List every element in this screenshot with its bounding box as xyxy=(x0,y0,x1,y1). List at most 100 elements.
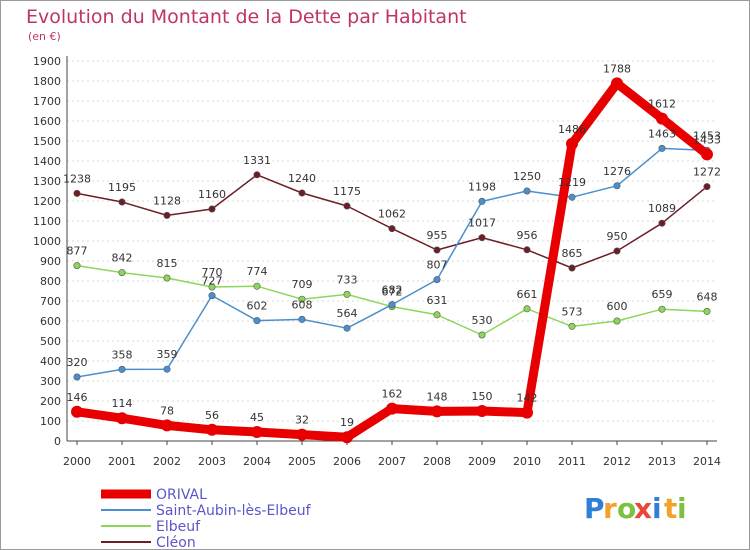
data-label: 608 xyxy=(292,298,313,311)
data-point xyxy=(71,405,83,418)
data-label: 602 xyxy=(247,300,268,313)
data-label: 573 xyxy=(562,305,583,318)
data-point xyxy=(116,412,128,425)
logo-letter: t xyxy=(664,492,677,525)
data-label: 530 xyxy=(472,314,493,327)
y-tick-label: 600 xyxy=(40,315,61,328)
data-label: 1453 xyxy=(693,129,721,142)
data-label: 56 xyxy=(205,409,219,422)
data-point xyxy=(658,144,666,152)
data-point xyxy=(433,246,441,254)
data-label: 1788 xyxy=(603,62,631,75)
data-point xyxy=(433,276,441,284)
data-point xyxy=(208,205,216,213)
data-label: 146 xyxy=(67,391,88,404)
data-point xyxy=(163,274,171,282)
data-label: 727 xyxy=(202,275,223,288)
data-label: 150 xyxy=(472,390,493,403)
x-tick-label: 2006 xyxy=(333,455,361,468)
data-labels: 1238 1195 1128 1160 1331 1240 1175 1062 955 1017 9… xyxy=(63,62,721,429)
data-point xyxy=(613,182,621,190)
data-point xyxy=(206,423,218,436)
logo-letter: P xyxy=(584,492,605,525)
data-point xyxy=(523,246,531,254)
data-label: 1240 xyxy=(288,172,316,185)
chart-subtitle: (en €) xyxy=(28,30,61,43)
data-point xyxy=(613,317,621,325)
data-point xyxy=(568,264,576,272)
data-label: 1272 xyxy=(693,166,721,179)
data-point xyxy=(566,137,578,150)
data-point xyxy=(388,301,396,309)
data-point xyxy=(118,269,126,277)
data-label: 359 xyxy=(157,348,178,361)
data-point xyxy=(523,187,531,195)
data-label: 631 xyxy=(427,294,448,307)
data-point xyxy=(523,305,531,313)
x-tick-label: 2014 xyxy=(693,455,721,468)
y-tick-label: 400 xyxy=(40,355,61,368)
data-point xyxy=(611,77,623,90)
data-label: 950 xyxy=(607,230,628,243)
data-label: 1195 xyxy=(108,181,136,194)
x-tick-label: 2008 xyxy=(423,455,451,468)
x-tick-label: 2007 xyxy=(378,455,406,468)
data-label: 1276 xyxy=(603,165,631,178)
y-tick-label: 500 xyxy=(40,335,61,348)
logo-letter: i xyxy=(652,492,662,525)
y-tick-label: 1600 xyxy=(33,115,61,128)
data-point xyxy=(253,317,261,325)
data-label: 661 xyxy=(517,288,538,301)
data-label: 162 xyxy=(382,388,403,401)
data-label: 1433 xyxy=(693,133,721,146)
x-tick-label: 2013 xyxy=(648,455,676,468)
data-point xyxy=(431,405,443,418)
y-tick-label: 1400 xyxy=(33,155,61,168)
y-tick-label: 1800 xyxy=(33,75,61,88)
data-label: 320 xyxy=(67,356,88,369)
data-point xyxy=(163,365,171,373)
data-point xyxy=(703,307,711,315)
data-label: 1486 xyxy=(558,123,586,136)
data-point xyxy=(568,322,576,330)
data-point xyxy=(478,331,486,339)
x-tick-label: 2010 xyxy=(513,455,541,468)
data-label: 659 xyxy=(652,288,673,301)
data-label: 600 xyxy=(607,300,628,313)
data-label: 770 xyxy=(202,266,223,279)
x-tick-label: 2009 xyxy=(468,455,496,468)
data-label: 815 xyxy=(157,257,178,270)
data-point xyxy=(163,211,171,219)
legend-label: Cléon xyxy=(156,535,196,549)
data-label: 1175 xyxy=(333,185,361,198)
logo-letter: x xyxy=(634,492,652,525)
data-label: 865 xyxy=(562,247,583,260)
data-label: 19 xyxy=(340,416,354,429)
data-label: 1062 xyxy=(378,208,406,221)
y-tick-label: 1900 xyxy=(33,55,61,68)
legend-label: Saint-Aubin-lès-Elbeuf xyxy=(156,503,312,519)
data-point xyxy=(298,295,306,303)
data-point xyxy=(433,311,441,319)
data-label: 672 xyxy=(382,286,403,299)
axes: 0 100 200 300 400 500 600 700 800 900 1000 1100 1200… xyxy=(33,55,721,468)
data-point xyxy=(73,373,81,381)
data-point xyxy=(251,426,263,438)
y-tick-label: 300 xyxy=(40,375,61,388)
legend-label: Elbeuf xyxy=(156,519,201,535)
data-label: 45 xyxy=(250,411,264,424)
data-point xyxy=(613,247,621,255)
data-point xyxy=(658,305,666,313)
data-point xyxy=(656,112,668,125)
legend-label: ORIVAL xyxy=(156,487,207,503)
y-tick-label: 1300 xyxy=(33,175,61,188)
data-label: 648 xyxy=(697,290,718,303)
data-label: 1198 xyxy=(468,180,496,193)
data-label: 358 xyxy=(112,348,133,361)
x-tick-label: 2011 xyxy=(558,455,586,468)
data-label: 142 xyxy=(517,392,538,405)
x-tick-label: 2003 xyxy=(198,455,226,468)
y-tick-label: 700 xyxy=(40,295,61,308)
